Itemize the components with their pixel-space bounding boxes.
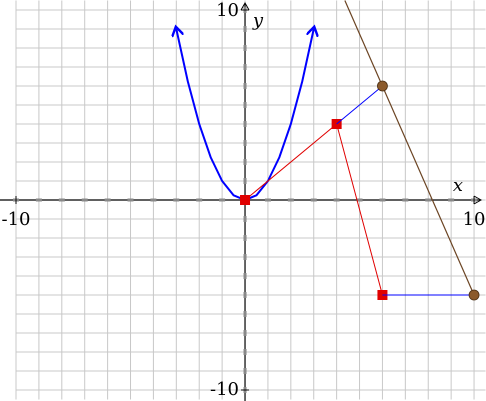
y-tick-label: -10 [210, 379, 239, 400]
point-marker [468, 289, 480, 301]
point-marker [377, 80, 388, 92]
x-tick-label: -10 [2, 209, 31, 230]
x-axis-arrow [473, 195, 483, 205]
y-axis-arrow [240, 1, 250, 11]
point-marker [331, 119, 342, 129]
x-axis-label: x [453, 175, 463, 196]
y-axis-label: y [252, 10, 264, 31]
y-tick-label: 10 [216, 0, 239, 21]
series-line [344, 0, 475, 296]
x-tick-label: 10 [463, 209, 486, 230]
series-line [336, 85, 475, 296]
point-marker [240, 195, 251, 205]
